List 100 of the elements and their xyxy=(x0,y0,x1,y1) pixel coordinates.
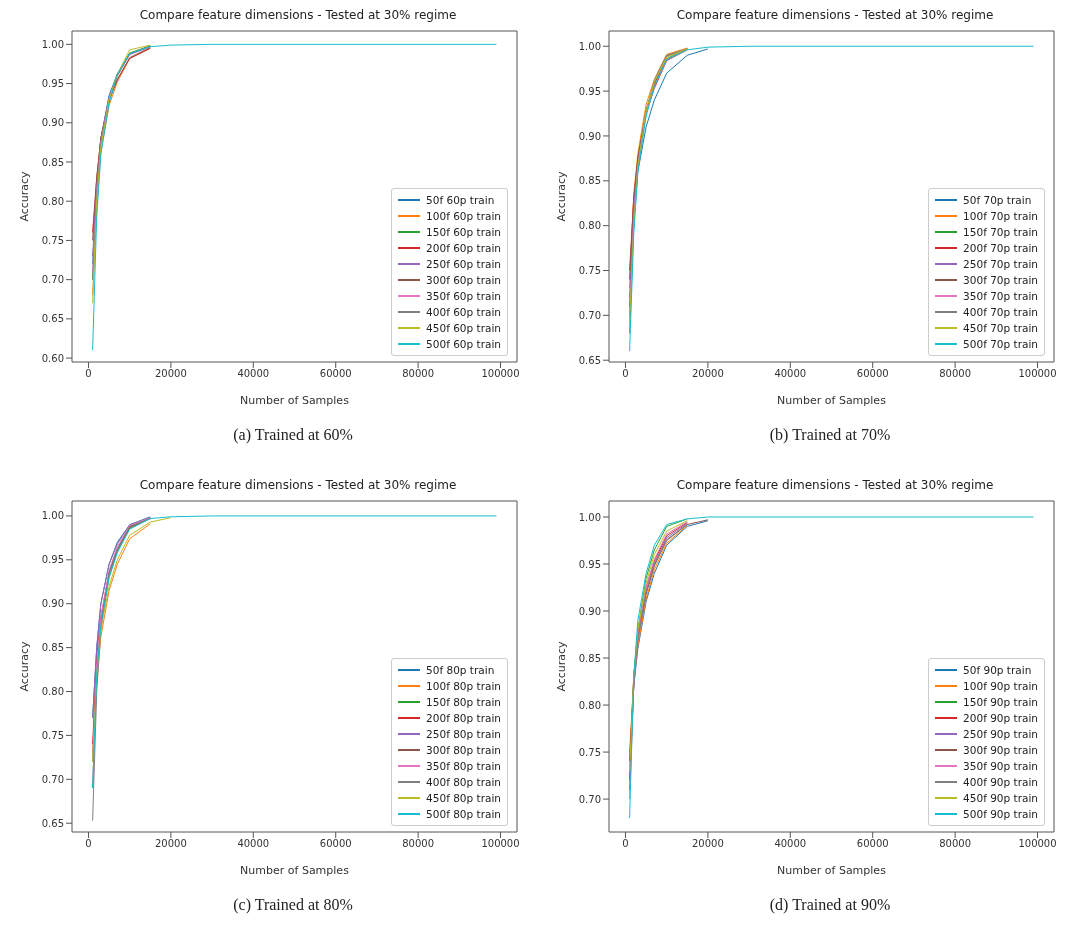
legend-label: 250f 80p train xyxy=(426,727,501,742)
y-tick-label: 1.00 xyxy=(578,511,601,523)
legend-label: 500f 70p train xyxy=(963,337,1038,352)
y-axis-title: Accuracy xyxy=(17,640,31,692)
y-axis-title: Accuracy xyxy=(554,170,568,222)
y-tick-label: 0.70 xyxy=(578,309,601,321)
y-tick-label: 1.00 xyxy=(41,510,64,522)
legend-label: 350f 60p train xyxy=(426,289,501,304)
legend-label: 250f 70p train xyxy=(963,257,1038,272)
y-tick-label: 0.90 xyxy=(578,605,601,617)
x-tick-label: 100000 xyxy=(1018,368,1057,380)
legend-label: 400f 60p train xyxy=(426,305,501,320)
x-tick-label: 80000 xyxy=(939,838,972,850)
y-tick-label: 0.85 xyxy=(578,175,601,187)
y-tick-label: 0.75 xyxy=(41,234,64,246)
legend-label: 250f 90p train xyxy=(963,727,1038,742)
x-tick-label: 80000 xyxy=(939,368,972,380)
x-tick-label: 0 xyxy=(622,368,629,380)
text: (d) Trained at 90% xyxy=(768,896,892,914)
x-axis-title: Number of Samples xyxy=(240,864,350,877)
x-tick-label: 80000 xyxy=(402,838,435,850)
y-tick-label: 1.00 xyxy=(578,40,601,52)
legend-label: 400f 90p train xyxy=(963,775,1038,790)
x-tick-label: 40000 xyxy=(237,368,270,380)
y-tick-label: 0.65 xyxy=(41,817,64,829)
y-tick-label: 0.80 xyxy=(578,699,601,711)
legend-label: 100f 90p train xyxy=(963,679,1038,694)
y-tick-label: 0.85 xyxy=(41,642,64,654)
x-tick-label: 20000 xyxy=(691,368,724,380)
legend-label: 350f 90p train xyxy=(963,759,1038,774)
x-tick-label: 20000 xyxy=(154,368,187,380)
y-tick-label: 0.85 xyxy=(41,156,64,168)
chart-title: Compare feature dimensions - Tested at 30% regime xyxy=(138,478,458,494)
legend-label: 200f 90p train xyxy=(963,711,1038,726)
legend-label: 500f 60p train xyxy=(426,337,501,352)
x-axis-title: Number of Samples xyxy=(240,394,350,407)
legend-label: 400f 80p train xyxy=(426,775,501,790)
legend-label: 450f 60p train xyxy=(426,321,501,336)
text: (a) Trained at 60% xyxy=(232,426,354,444)
y-tick-label: 1.00 xyxy=(41,38,64,50)
y-tick-label: 0.95 xyxy=(41,78,64,90)
y-tick-label: 0.75 xyxy=(41,729,64,741)
x-tick-label: 20000 xyxy=(691,838,724,850)
legend-label: 450f 70p train xyxy=(963,321,1038,336)
legend-label: 250f 60p train xyxy=(426,257,501,272)
legend-label: 150f 80p train xyxy=(426,695,501,710)
x-axis-title: Number of Samples xyxy=(777,864,887,877)
legend-label: 300f 80p train xyxy=(426,743,501,758)
legend-label: 500f 90p train xyxy=(963,807,1038,822)
legend-label: 350f 70p train xyxy=(963,289,1038,304)
y-tick-label: 0.70 xyxy=(578,793,601,805)
chart-title: Compare feature dimensions - Tested at 30% regime xyxy=(138,8,458,24)
legend-label: 200f 60p train xyxy=(426,241,501,256)
y-tick-label: 0.80 xyxy=(41,195,64,207)
legend-label: 300f 60p train xyxy=(426,273,501,288)
legend-label: 150f 60p train xyxy=(426,225,501,240)
legend-label: 50f 70p train xyxy=(963,193,1032,208)
x-tick-label: 100000 xyxy=(1018,838,1057,850)
legend-label: 300f 90p train xyxy=(963,743,1038,758)
y-tick-label: 0.70 xyxy=(41,274,64,286)
y-tick-label: 0.90 xyxy=(41,598,64,610)
y-tick-label: 0.80 xyxy=(578,220,601,232)
y-axis-title: Accuracy xyxy=(17,170,31,222)
x-tick-label: 60000 xyxy=(856,838,889,850)
y-tick-label: 0.60 xyxy=(41,352,64,364)
y-tick-label: 0.90 xyxy=(578,130,601,142)
y-tick-label: 0.65 xyxy=(578,354,601,366)
x-tick-label: 40000 xyxy=(774,368,807,380)
x-tick-label: 40000 xyxy=(774,838,807,850)
y-tick-label: 0.95 xyxy=(578,558,601,570)
x-tick-label: 100000 xyxy=(481,838,520,850)
x-tick-label: 0 xyxy=(622,838,629,850)
legend-label: 450f 80p train xyxy=(426,791,501,806)
legend-label: 200f 80p train xyxy=(426,711,501,726)
x-tick-label: 60000 xyxy=(856,368,889,380)
x-tick-label: 40000 xyxy=(237,838,270,850)
legend-label: 150f 70p train xyxy=(963,225,1038,240)
x-tick-label: 0 xyxy=(85,368,92,380)
legend-label: 50f 60p train xyxy=(426,193,495,208)
x-tick-label: 80000 xyxy=(402,368,435,380)
chart-title: Compare feature dimensions - Tested at 30% regime xyxy=(675,478,995,494)
x-tick-label: 60000 xyxy=(319,838,352,850)
y-tick-label: 0.70 xyxy=(41,773,64,785)
legend-label: 100f 60p train xyxy=(426,209,501,224)
x-tick-label: 20000 xyxy=(154,838,187,850)
legend-label: 100f 70p train xyxy=(963,209,1038,224)
x-axis-title: Number of Samples xyxy=(777,394,887,407)
y-tick-label: 0.80 xyxy=(41,686,64,698)
legend-label: 400f 70p train xyxy=(963,305,1038,320)
legend-label: 300f 70p train xyxy=(963,273,1038,288)
y-tick-label: 0.95 xyxy=(578,85,601,97)
legend-label: 350f 80p train xyxy=(426,759,501,774)
text: (b) Trained at 70% xyxy=(768,426,892,444)
legend-label: 200f 70p train xyxy=(963,241,1038,256)
x-tick-label: 60000 xyxy=(319,368,352,380)
legend-label: 100f 80p train xyxy=(426,679,501,694)
x-tick-label: 100000 xyxy=(481,368,520,380)
y-tick-label: 0.90 xyxy=(41,117,64,129)
y-axis-title: Accuracy xyxy=(554,640,568,692)
legend-label: 50f 90p train xyxy=(963,663,1032,678)
